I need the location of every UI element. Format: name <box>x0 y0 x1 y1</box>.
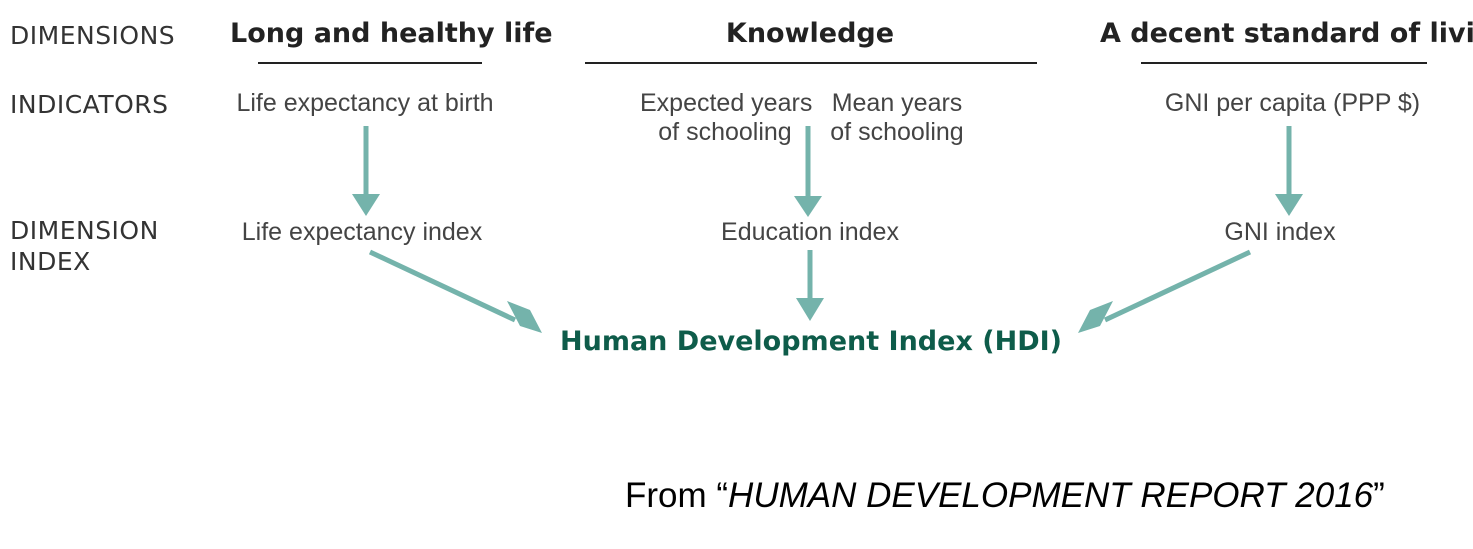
source-citation: From “HUMAN DEVELOPMENT REPORT 2016” <box>625 476 1385 516</box>
indicator-mean-years-line1: Mean years <box>831 89 963 117</box>
row-label-dimension-index-line2: INDEX <box>10 247 91 276</box>
arrow-education-down <box>794 126 822 217</box>
source-prefix: From “ <box>625 476 729 515</box>
arrow-life-expectancy-to-hdi <box>368 249 542 333</box>
row-label-indicators: INDICATORS <box>10 90 169 119</box>
indicator-expected-years-line2: of schooling <box>658 118 792 146</box>
dimension-title-knowledge: Knowledge <box>725 18 895 49</box>
source-suffix: ” <box>1373 476 1385 515</box>
row-label-dimension-index-line1: DIMENSION <box>10 216 159 245</box>
row-label-dimensions: DIMENSIONS <box>10 21 176 50</box>
dimension-rule-health <box>258 62 482 64</box>
index-gni: GNI index <box>1224 218 1336 246</box>
dimension-title-living: A decent standard of living <box>1100 18 1473 49</box>
dimension-title-health: Long and healthy life <box>230 18 553 49</box>
arrow-gni-to-hdi <box>1078 249 1252 333</box>
indicator-life-expectancy: Life expectancy at birth <box>236 89 494 117</box>
arrow-life-expectancy-down <box>352 126 380 216</box>
arrow-gni-down <box>1275 126 1303 216</box>
index-education: Education index <box>721 218 899 246</box>
index-life-expectancy: Life expectancy index <box>241 218 483 246</box>
indicator-expected-years-line1: Expected years <box>640 89 813 117</box>
source-title: HUMAN DEVELOPMENT REPORT 2016 <box>728 476 1374 515</box>
arrow-education-to-hdi <box>796 250 824 321</box>
dimension-rule-knowledge <box>585 62 1037 64</box>
indicator-mean-years-line2: of schooling <box>830 118 964 146</box>
indicator-gni-per-capita: GNI per capita (PPP $) <box>1164 89 1421 117</box>
hdi-label: Human Development Index (HDI) <box>560 326 1062 357</box>
dimension-rule-living <box>1141 62 1427 64</box>
